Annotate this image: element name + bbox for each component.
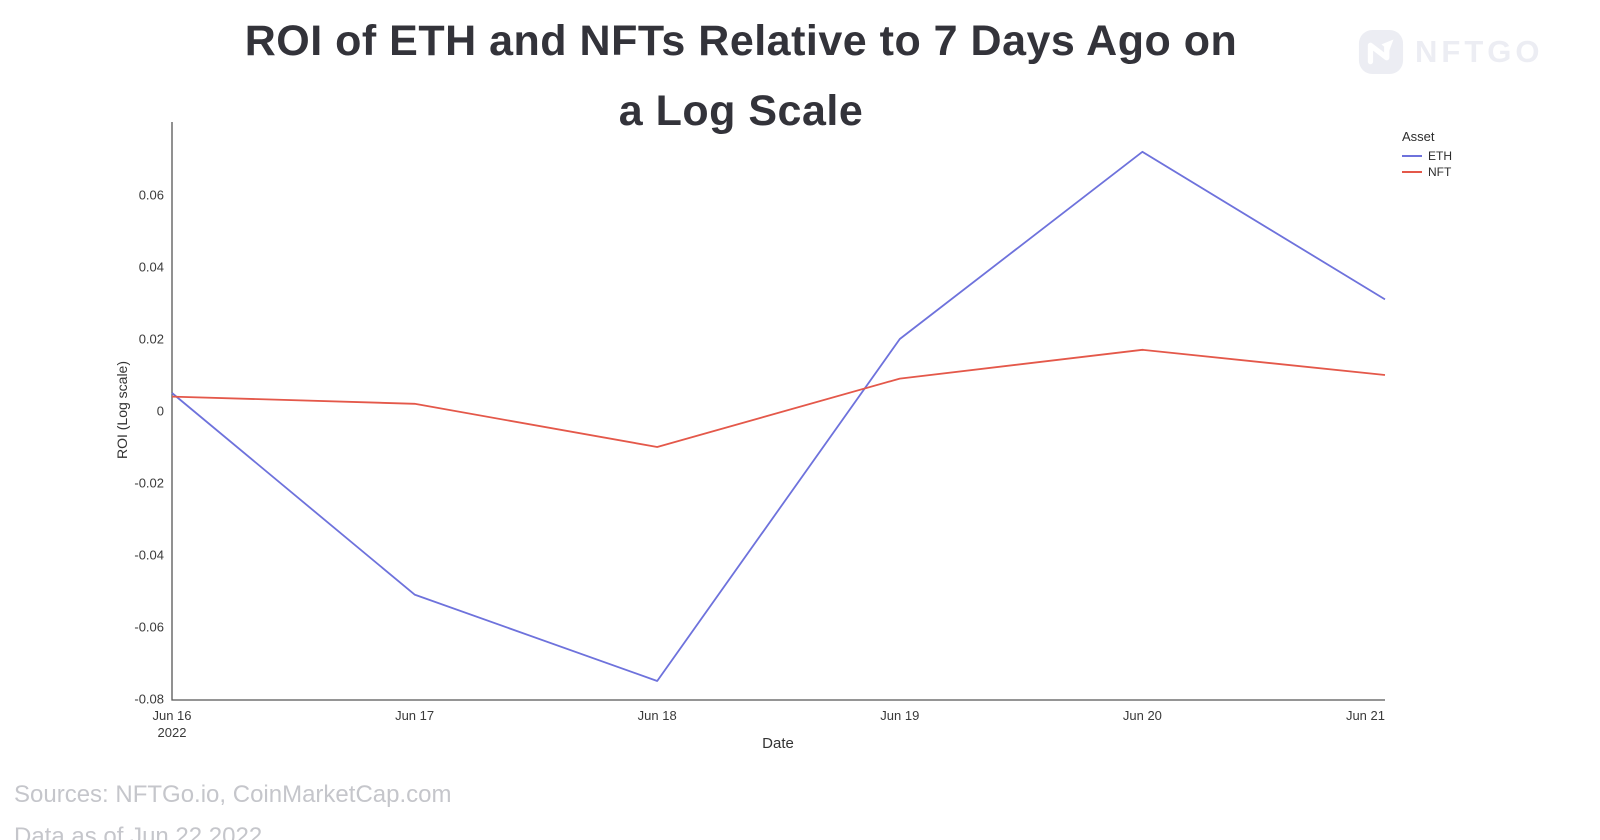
x-tick-label: Jun 20	[1122, 708, 1162, 723]
y-tick-label: -0.02	[134, 475, 164, 491]
x-tick-label: Jun 18	[637, 708, 677, 723]
legend-items: ETH NFT	[1402, 148, 1452, 180]
y-tick-label: -0.06	[134, 619, 164, 635]
x-tick-label: Jun 16 2022	[152, 708, 192, 740]
x-tick-label: Jun 19	[880, 708, 920, 723]
y-axis-title: ROI (Log scale)	[114, 360, 130, 460]
x-tick-label: Jun 21	[1345, 708, 1385, 723]
nftgo-logo: NFTGO	[1358, 29, 1544, 75]
chart-title-line-2: a Log Scale	[618, 87, 864, 135]
legend-item-nft[interactable]: NFT	[1402, 164, 1452, 180]
legend-label: ETH	[1428, 149, 1452, 163]
legend-label: NFT	[1428, 165, 1452, 179]
legend-title: Asset	[1402, 129, 1435, 144]
y-tick-label: -0.04	[134, 547, 164, 563]
chart-title: ROI of ETH and NFTs Relative to 7 Days A…	[60, 6, 1422, 146]
nftgo-logo-text: NFTGO	[1415, 34, 1544, 69]
eth-line	[171, 150, 1386, 682]
x-axis-title: Date	[762, 735, 794, 752]
y-tick-label: 0.04	[138, 259, 164, 275]
y-tick-label: -0.08	[134, 691, 164, 707]
legend: Asset ETH NFT	[1402, 129, 1452, 180]
chart-title-line-1: ROI of ETH and NFTs Relative to 7 Days A…	[244, 17, 1238, 65]
legend-line-swatch	[1402, 171, 1422, 173]
y-tick-label: 0.02	[138, 331, 164, 347]
y-tick-label: 0.06	[138, 187, 164, 203]
axis-lines	[171, 122, 1385, 701]
nftgo-arrow-n-icon	[1358, 29, 1404, 75]
nft-line	[171, 348, 1386, 448]
legend-item-eth[interactable]: ETH	[1402, 148, 1452, 164]
x-tick-label: Jun 17	[395, 708, 435, 723]
legend-line-swatch	[1402, 155, 1422, 157]
truncated-footer-text: Data as of Jun 22 2022	[14, 823, 263, 840]
y-tick-label: 0	[156, 403, 164, 419]
sources-text: Sources: NFTGo.io, CoinMarketCap.com	[14, 781, 452, 808]
